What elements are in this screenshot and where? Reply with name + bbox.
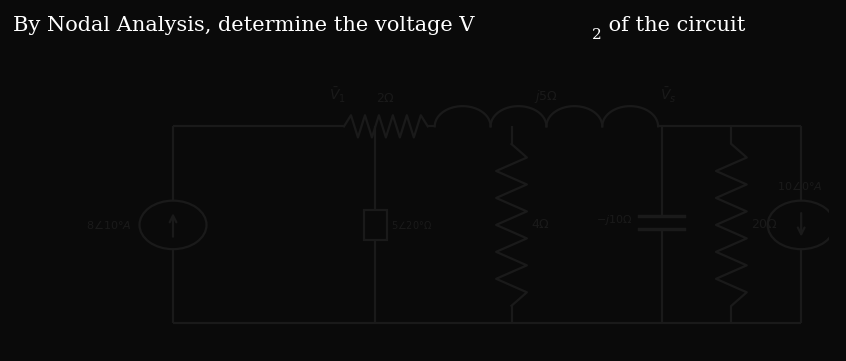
Text: $5\angle20°\Omega$: $5\angle20°\Omega$ — [391, 219, 432, 231]
Text: $4\Omega$: $4\Omega$ — [531, 218, 550, 231]
Text: of the circuit: of the circuit — [602, 16, 744, 35]
Text: 2: 2 — [592, 28, 602, 42]
Text: $10\angle0°A$: $10\angle0°A$ — [777, 179, 822, 192]
Text: $\bar{V}_1$: $\bar{V}_1$ — [328, 86, 345, 105]
Text: $8\angle10°A$: $8\angle10°A$ — [85, 218, 131, 231]
Text: $\bar{V}_s$: $\bar{V}_s$ — [660, 86, 677, 105]
Text: $2\Omega$: $2\Omega$ — [376, 92, 395, 105]
Bar — [365, 210, 387, 240]
Text: $-j10\Omega$: $-j10\Omega$ — [596, 213, 632, 227]
Text: $j5\Omega$: $j5\Omega$ — [535, 88, 558, 105]
Text: By Nodal Analysis, determine the voltage V: By Nodal Analysis, determine the voltage… — [13, 16, 475, 35]
Text: $20\Omega$: $20\Omega$ — [751, 218, 778, 231]
